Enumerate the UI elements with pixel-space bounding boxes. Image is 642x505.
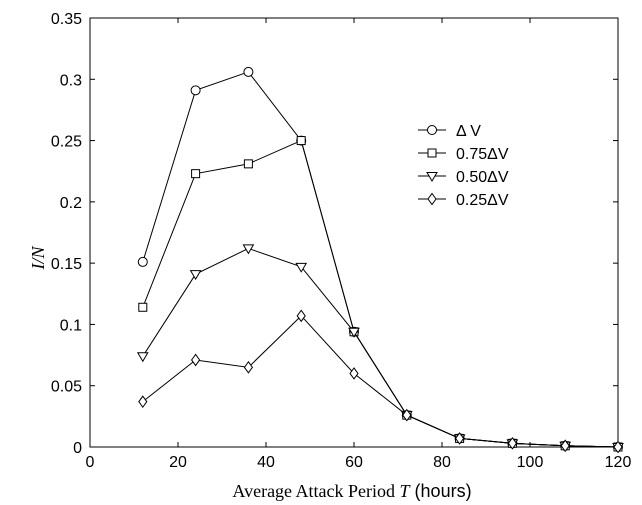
y-tick-label: 0.25: [51, 134, 82, 151]
x-axis-title: Average Attack Period T (hours): [232, 481, 471, 501]
series-line: [142, 139, 619, 448]
data-point: [138, 395, 148, 408]
y-tick-label: 0.15: [51, 256, 82, 273]
data-point: [613, 440, 623, 454]
y-tick-label: 0.1: [60, 317, 82, 334]
series-line: [142, 315, 619, 448]
data-point: [296, 136, 306, 146]
x-axis: 0 20 40 60 80 100 120: [86, 18, 632, 471]
legend-label: 0.75ΔV: [456, 146, 509, 163]
x-tick-label: 100: [517, 454, 544, 471]
data-point: [138, 302, 148, 312]
series-line: [142, 71, 619, 448]
series-square: [138, 136, 623, 452]
x-tick-label: 40: [257, 454, 275, 471]
data-point: [560, 439, 570, 453]
legend-item: 0.75ΔV: [418, 146, 509, 163]
x-tick-label: 0: [86, 454, 95, 471]
data-point: [295, 262, 308, 273]
x-tick-label: 20: [169, 454, 187, 471]
series-triangle-down: [136, 244, 624, 453]
data-point: [296, 309, 306, 323]
y-tick-label: 0.35: [51, 11, 82, 28]
data-point: [189, 270, 202, 281]
legend-item: Δ V: [418, 123, 481, 140]
data-point: [454, 432, 465, 445]
legend-label: 0.50ΔV: [456, 169, 509, 186]
data-point: [190, 353, 201, 367]
legend-item: 0.25ΔV: [418, 192, 509, 209]
data-point: [402, 408, 412, 422]
x-tick-label: 120: [605, 454, 632, 471]
data-point: [136, 352, 149, 363]
x-tick-label: 80: [433, 454, 451, 471]
legend-marker: [427, 148, 437, 158]
y-axis: 0 0.05 0.1 0.15 0.2 0.25 0.3 0.35: [51, 11, 618, 457]
legend-item: 0.50ΔV: [418, 169, 509, 186]
legend-marker: [427, 125, 437, 135]
data-point: [243, 159, 253, 169]
legend-label: 0.25ΔV: [456, 192, 509, 209]
data-point: [191, 169, 201, 179]
series-layer: [136, 66, 624, 454]
y-tick-label: 0.05: [51, 379, 82, 396]
series-diamond: [138, 309, 623, 454]
y-tick-label: 0.3: [60, 72, 82, 89]
y-axis-title: I/N: [28, 246, 48, 271]
legend: Δ V 0.75ΔV 0.50ΔV 0.25ΔV: [418, 123, 509, 209]
data-point: [507, 436, 518, 450]
data-point: [190, 85, 201, 96]
plot-frame: [89, 17, 619, 448]
legend-marker: [427, 192, 437, 206]
data-point: [243, 66, 254, 77]
data-point: [348, 327, 360, 338]
y-tick-label: 0: [73, 440, 82, 457]
data-point: [243, 360, 254, 374]
series-line: [142, 247, 619, 448]
data-point: [137, 256, 148, 267]
plot-border: [89, 17, 619, 448]
data-point: [349, 367, 359, 380]
x-tick-label: 60: [345, 454, 363, 471]
data-point: [242, 244, 255, 255]
legend-label: Δ V: [456, 123, 481, 140]
legend-marker: [426, 172, 438, 182]
y-tick-label: 0.2: [60, 195, 82, 212]
